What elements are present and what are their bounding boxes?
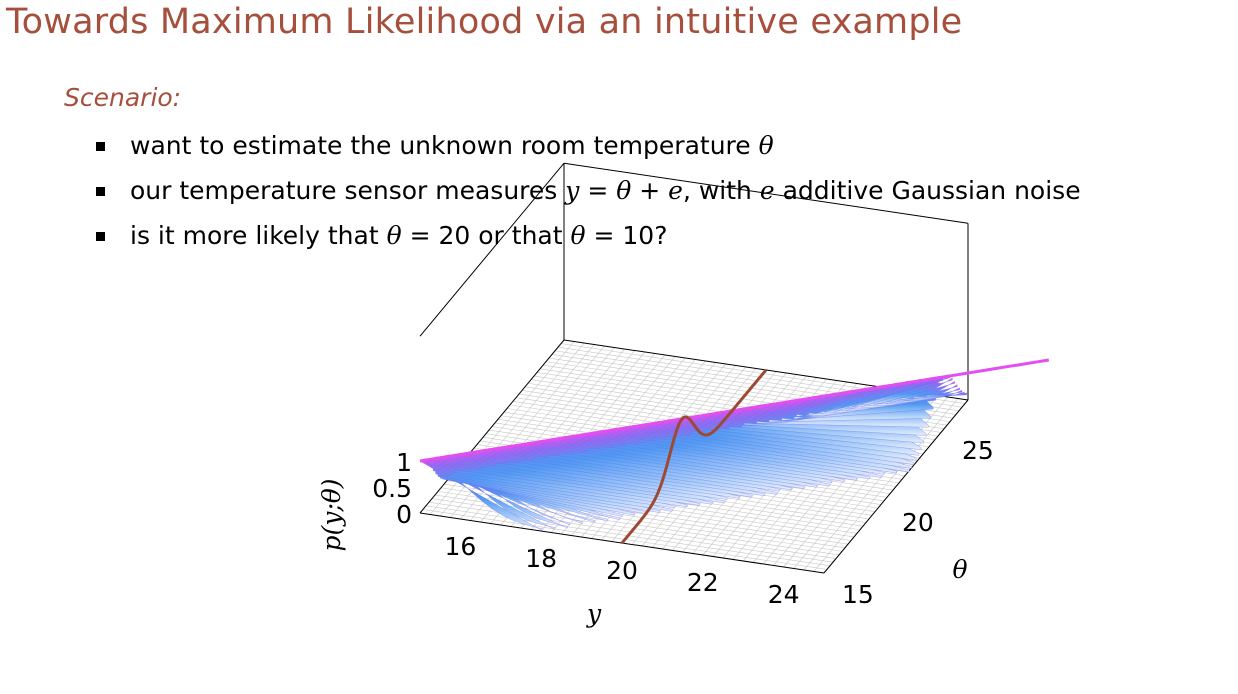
math-theta: θ [616,176,632,205]
bullet-text: our temperature sensor measures [130,176,566,205]
bullet-item: is it more likely that θ = 20 or that θ … [96,216,1081,261]
box-edge [419,162,565,337]
bullet-marker [96,187,105,196]
surface-strip [926,392,968,397]
math-theta: θ [758,131,774,160]
scenario-label: Scenario: [64,83,182,112]
ridge-crest [419,358,1050,463]
math-y: y [565,176,580,205]
bullet-item: our temperature sensor measures y = θ + … [96,171,1081,216]
bullet-list: want to estimate the unknown room temper… [96,126,1081,261]
likelihood-curve [620,369,768,544]
bullet-item: want to estimate the unknown room temper… [96,126,1081,171]
z-axis-label: p(y;θ) [317,478,346,551]
x-tick-label: 24 [768,580,800,609]
z-tick-label: 0 [396,500,412,529]
bullet-text: is it more likely that [130,221,387,250]
y-tick-label: 25 [962,436,994,465]
tick-labels: 16 18 20 22 24 15 20 25 00.51 [372,436,994,609]
slide-title: Towards Maximum Likelihood via an intuit… [6,2,963,42]
math-op: = [579,176,617,205]
bullet-text: additive Gaussian noise [774,176,1081,205]
bullet-text: , with [682,176,760,205]
x-tick-label: 16 [444,532,476,561]
y-tick-label: 20 [902,508,934,537]
box-edge [823,399,969,574]
math-theta: θ [570,221,586,250]
x-axis-label: y [586,599,602,628]
math-e: e [668,176,683,205]
bullet-marker [96,232,105,241]
box-edge [419,339,565,514]
math-e: e [759,176,775,205]
math-theta: θ [386,221,402,250]
likelihood-slice [620,369,768,544]
bullet-text: = 20 or that [401,221,571,250]
x-tick-label: 22 [687,568,719,597]
math-op: + [631,176,669,205]
bullet-text: = 10? [585,221,668,250]
gaussian-surface [419,358,1050,532]
z-tick-label: 0.5 [372,474,412,503]
x-tick-label: 20 [606,556,638,585]
box-edge [563,162,969,224]
bullet-marker [96,142,105,151]
x-tick-label: 18 [525,544,557,573]
y-tick-label: 15 [842,580,874,609]
y-axis-label: θ [952,555,967,584]
bullet-text: want to estimate the unknown room temper… [130,131,759,160]
z-tick-label: 1 [396,448,412,477]
